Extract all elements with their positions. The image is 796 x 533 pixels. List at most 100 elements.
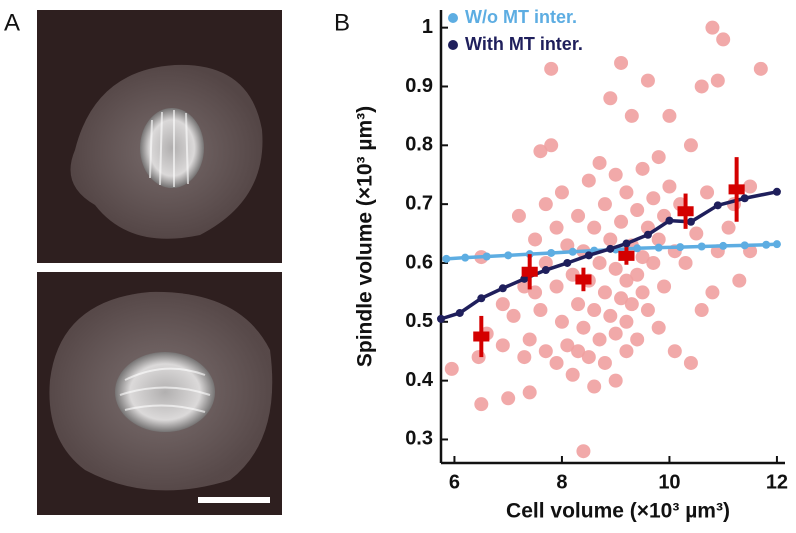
line-point bbox=[633, 244, 642, 253]
line-point bbox=[584, 251, 593, 260]
data-point bbox=[705, 20, 720, 35]
data-point bbox=[592, 155, 607, 170]
data-point bbox=[576, 444, 591, 459]
data-point bbox=[716, 32, 731, 47]
data-point bbox=[619, 185, 634, 200]
data-point bbox=[630, 332, 645, 347]
micrograph-top bbox=[37, 10, 282, 263]
y-tick-label: 0.8 bbox=[405, 134, 433, 156]
x-axis-label: Cell volume (×10³ µm³) bbox=[506, 500, 730, 523]
data-point bbox=[538, 255, 553, 270]
series-line bbox=[440, 190, 778, 321]
data-point bbox=[683, 355, 698, 370]
legend-marker bbox=[448, 40, 458, 50]
data-point bbox=[511, 208, 526, 223]
y-tick-label: 0.3 bbox=[405, 428, 433, 450]
data-point bbox=[614, 55, 629, 70]
data-point bbox=[640, 303, 655, 318]
data-point bbox=[533, 144, 548, 159]
line-point bbox=[568, 247, 577, 256]
data-point bbox=[603, 91, 618, 106]
data-point bbox=[554, 314, 569, 329]
line-point bbox=[665, 216, 674, 225]
y-tick-label: 0.5 bbox=[405, 310, 433, 332]
data-point bbox=[646, 255, 661, 270]
data-point bbox=[544, 138, 559, 153]
data-point bbox=[506, 308, 521, 323]
data-point bbox=[587, 379, 602, 394]
data-point bbox=[592, 255, 607, 270]
data-point bbox=[694, 303, 709, 318]
data-point bbox=[533, 303, 548, 318]
data-point bbox=[549, 220, 564, 235]
data-point bbox=[592, 332, 607, 347]
data-point bbox=[608, 167, 623, 182]
data-point bbox=[651, 232, 666, 247]
line-point bbox=[547, 248, 556, 257]
line-point bbox=[697, 242, 706, 251]
data-point bbox=[474, 397, 489, 412]
line-point bbox=[520, 274, 529, 283]
data-point bbox=[683, 138, 698, 153]
data-point bbox=[630, 203, 645, 218]
data-point bbox=[608, 326, 623, 341]
data-point bbox=[549, 279, 564, 294]
data-point bbox=[517, 350, 532, 365]
data-point bbox=[571, 344, 586, 359]
line-point bbox=[740, 194, 749, 203]
data-point bbox=[538, 197, 553, 212]
panel-label: A bbox=[4, 9, 20, 36]
data-point bbox=[501, 391, 516, 406]
data-point bbox=[705, 285, 720, 300]
data-point bbox=[651, 150, 666, 165]
data-point bbox=[581, 350, 596, 365]
data-point bbox=[624, 108, 639, 123]
data-point bbox=[694, 79, 709, 94]
line-point bbox=[762, 240, 771, 249]
line-point bbox=[477, 294, 486, 303]
data-point bbox=[554, 185, 569, 200]
legend-label: W/o MT inter. bbox=[465, 7, 577, 27]
data-point bbox=[662, 179, 677, 194]
data-point bbox=[700, 185, 715, 200]
data-point bbox=[646, 191, 661, 206]
line-point bbox=[643, 230, 652, 239]
data-point bbox=[444, 361, 459, 376]
data-point bbox=[689, 226, 704, 241]
data-point bbox=[495, 297, 510, 312]
data-point bbox=[560, 338, 575, 353]
data-point bbox=[667, 344, 682, 359]
data-point bbox=[614, 291, 629, 306]
line-point bbox=[606, 244, 615, 253]
data-point bbox=[603, 232, 618, 247]
data-point bbox=[571, 208, 586, 223]
y-axis-label: Spindle volume (×10³ µm³) bbox=[354, 106, 377, 367]
y-tick-label: 0.6 bbox=[405, 251, 433, 273]
data-point bbox=[753, 61, 768, 76]
data-point bbox=[522, 385, 537, 400]
data-point bbox=[619, 344, 634, 359]
line-point bbox=[504, 251, 513, 260]
data-point bbox=[522, 332, 537, 347]
data-point bbox=[635, 285, 650, 300]
data-point bbox=[597, 355, 612, 370]
data-point bbox=[662, 108, 677, 123]
data-point bbox=[624, 297, 639, 312]
line-point bbox=[772, 187, 781, 196]
data-point bbox=[608, 373, 623, 388]
line-point bbox=[442, 254, 451, 263]
data-point bbox=[538, 344, 553, 359]
data-point bbox=[544, 61, 559, 76]
data-point bbox=[657, 279, 672, 294]
line-point bbox=[772, 240, 781, 249]
line-point bbox=[541, 266, 550, 275]
data-point bbox=[721, 220, 736, 235]
data-point bbox=[581, 173, 596, 188]
data-point bbox=[495, 338, 510, 353]
data-point bbox=[549, 355, 564, 370]
data-point bbox=[587, 220, 602, 235]
line-point bbox=[713, 201, 722, 210]
data-point bbox=[635, 161, 650, 176]
x-tick-label: 6 bbox=[449, 471, 460, 493]
